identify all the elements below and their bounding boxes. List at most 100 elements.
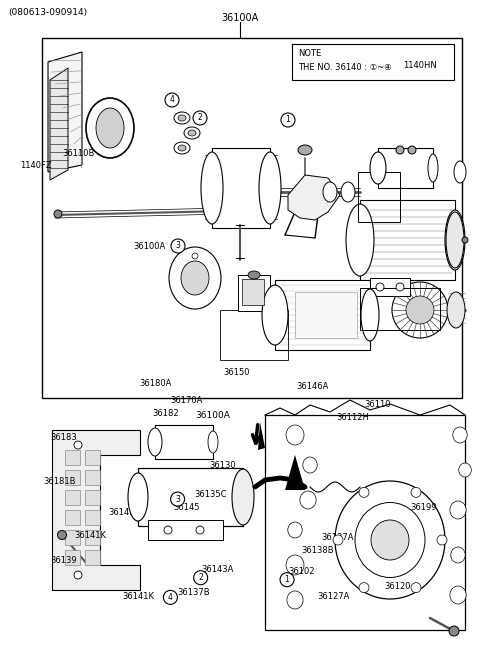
Ellipse shape [259, 152, 281, 224]
Ellipse shape [174, 142, 190, 154]
Ellipse shape [411, 487, 421, 497]
Ellipse shape [96, 108, 124, 148]
Ellipse shape [370, 152, 386, 184]
Ellipse shape [359, 583, 369, 593]
Text: 36141K: 36141K [108, 508, 140, 517]
Ellipse shape [303, 457, 317, 473]
Text: 36112H: 36112H [336, 413, 369, 422]
Ellipse shape [359, 487, 369, 497]
Text: 36182: 36182 [153, 409, 179, 419]
Bar [360, 288, 440, 330]
Text: 36181B: 36181B [43, 477, 76, 486]
Ellipse shape [58, 531, 67, 540]
Text: 36120: 36120 [384, 582, 410, 591]
Text: 36170A: 36170A [170, 396, 203, 405]
Text: 36137B: 36137B [178, 588, 210, 597]
Text: 1: 1 [285, 575, 289, 584]
Ellipse shape [447, 292, 465, 328]
Bar [85, 470, 100, 485]
Ellipse shape [169, 247, 221, 309]
Ellipse shape [437, 535, 447, 545]
Bar [85, 510, 100, 525]
Polygon shape [52, 430, 140, 590]
Bar [65, 550, 80, 565]
Bar [370, 278, 410, 296]
Ellipse shape [361, 289, 379, 341]
Circle shape [193, 571, 208, 585]
Polygon shape [258, 422, 265, 450]
Ellipse shape [396, 146, 404, 154]
Circle shape [170, 492, 185, 506]
Text: 36102: 36102 [288, 567, 314, 576]
Ellipse shape [449, 626, 459, 636]
Ellipse shape [248, 271, 260, 279]
Ellipse shape [188, 130, 196, 136]
Bar [65, 510, 80, 525]
Circle shape [163, 590, 178, 605]
Bar [42, 38, 462, 398]
Text: 36137A: 36137A [322, 533, 354, 542]
Ellipse shape [445, 210, 465, 270]
Ellipse shape [355, 502, 425, 578]
Ellipse shape [181, 261, 209, 295]
Circle shape [281, 113, 295, 127]
Bar [85, 530, 100, 545]
Circle shape [171, 239, 185, 253]
Ellipse shape [178, 115, 186, 121]
Ellipse shape [396, 283, 404, 291]
Text: 4: 4 [168, 593, 173, 602]
Text: 36180A: 36180A [139, 379, 171, 388]
Bar [65, 530, 80, 545]
Ellipse shape [232, 469, 254, 525]
Bar [85, 550, 100, 565]
Text: 36110: 36110 [364, 400, 390, 409]
Bar [295, 292, 357, 338]
Text: 36146A: 36146A [297, 382, 329, 391]
Text: 36127A: 36127A [317, 591, 349, 601]
Ellipse shape [262, 285, 288, 345]
Text: 3: 3 [175, 495, 180, 504]
Ellipse shape [462, 237, 468, 243]
Text: 36100A: 36100A [195, 411, 230, 419]
Text: 36150: 36150 [223, 367, 250, 377]
Text: 36100A: 36100A [133, 242, 166, 252]
Ellipse shape [341, 182, 355, 202]
Text: 2: 2 [198, 573, 203, 582]
Ellipse shape [376, 283, 384, 291]
Text: 1140FZ: 1140FZ [20, 160, 52, 170]
Ellipse shape [453, 427, 467, 443]
Ellipse shape [300, 491, 316, 509]
Ellipse shape [178, 145, 186, 151]
Text: 36199: 36199 [410, 503, 437, 512]
Text: 36130: 36130 [209, 460, 235, 470]
Ellipse shape [450, 501, 466, 519]
Ellipse shape [74, 571, 82, 579]
Bar [138, 468, 243, 526]
Polygon shape [285, 455, 305, 490]
Ellipse shape [323, 182, 337, 202]
Text: 36145: 36145 [173, 503, 199, 512]
Text: (080613-090914): (080613-090914) [8, 7, 87, 16]
Bar [378, 148, 433, 188]
Text: 2: 2 [198, 113, 203, 122]
Text: 36138B: 36138B [301, 546, 334, 555]
Bar [65, 470, 80, 485]
Ellipse shape [128, 473, 148, 521]
Text: 36110B: 36110B [62, 149, 95, 158]
Ellipse shape [54, 210, 62, 218]
Ellipse shape [335, 481, 445, 599]
Ellipse shape [392, 282, 448, 338]
Ellipse shape [265, 207, 275, 215]
Ellipse shape [74, 441, 82, 449]
Ellipse shape [196, 526, 204, 534]
Ellipse shape [454, 161, 466, 183]
Bar [242, 279, 264, 305]
Bar [155, 425, 213, 459]
Ellipse shape [428, 154, 438, 182]
Text: THE NO. 36140 : ①~④: THE NO. 36140 : ①~④ [298, 62, 392, 71]
Ellipse shape [208, 431, 218, 453]
Text: 36139: 36139 [50, 556, 77, 565]
Ellipse shape [148, 428, 162, 456]
Ellipse shape [201, 152, 223, 224]
Ellipse shape [174, 112, 190, 124]
